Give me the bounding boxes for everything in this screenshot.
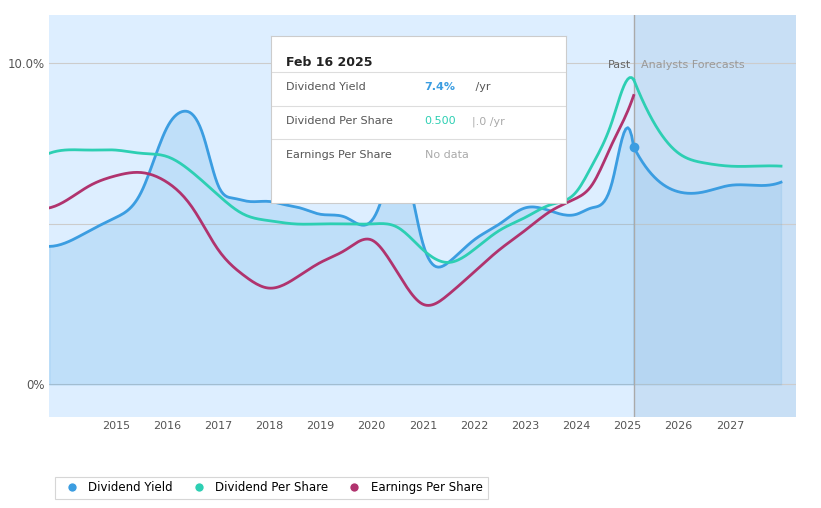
Text: Feb 16 2025: Feb 16 2025 xyxy=(286,56,372,69)
Text: Dividend Per Share: Dividend Per Share xyxy=(286,116,392,126)
Text: 0.500: 0.500 xyxy=(424,116,456,126)
Text: Dividend Yield: Dividend Yield xyxy=(286,82,365,92)
Text: Past: Past xyxy=(608,59,631,70)
Text: No data: No data xyxy=(424,149,469,160)
Text: /yr: /yr xyxy=(472,82,490,92)
Bar xyxy=(634,15,796,417)
Text: 7.4%: 7.4% xyxy=(424,82,456,92)
Text: Earnings Per Share: Earnings Per Share xyxy=(286,149,392,160)
Text: |.0 /yr: |.0 /yr xyxy=(472,116,505,126)
Text: Analysts Forecasts: Analysts Forecasts xyxy=(641,59,745,70)
Legend: Dividend Yield, Dividend Per Share, Earnings Per Share: Dividend Yield, Dividend Per Share, Earn… xyxy=(55,477,488,499)
